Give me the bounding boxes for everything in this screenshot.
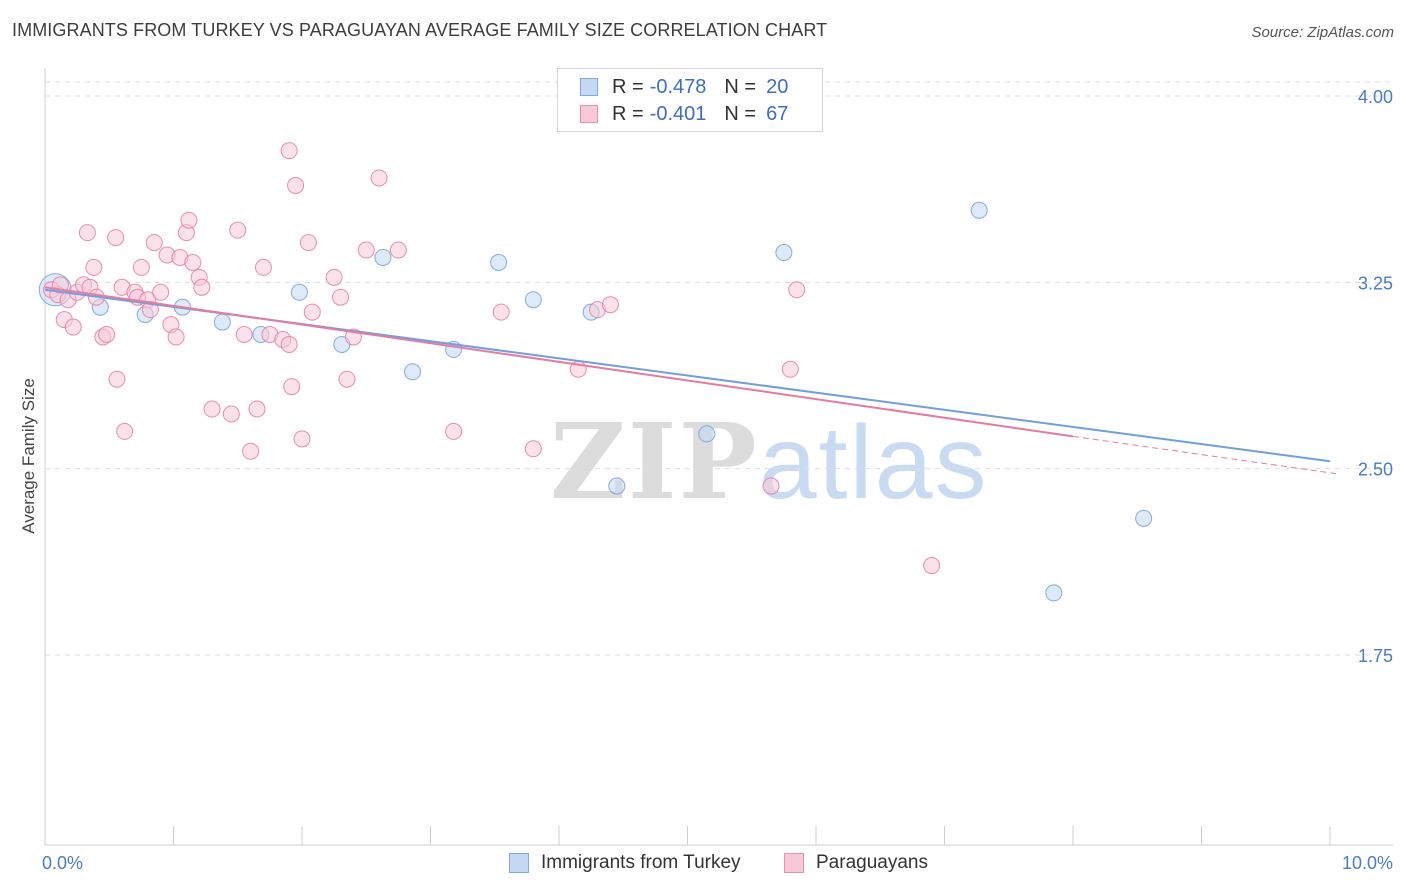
paraguayan-point [338,370,356,388]
legend-swatch-turkey [580,78,598,96]
paraguayan-point [293,430,311,448]
paraguayan-point [242,442,260,460]
paraguayan-point [370,169,388,187]
y-tick-label: 2.50 [1358,460,1393,480]
paraguayan-point [287,176,305,194]
turkey-point [524,291,542,309]
paraguayan-point [108,370,126,388]
y-tick-label: 3.25 [1358,273,1393,293]
turkey-point [374,248,392,266]
turkey-point [404,363,422,381]
paraguayan-point [193,278,211,296]
series-legend-paraguayans: Paraguayans [784,852,928,874]
legend-swatch-paraguayans [580,105,598,123]
x-tick-label-max: 10.0% [1342,853,1393,873]
paraguayan-point [64,318,82,336]
paraguayan-point [107,229,125,247]
turkey-point [1045,584,1063,602]
turkey-point [290,283,308,301]
paraguayan-point [283,378,301,396]
paraguayan-point [332,288,350,306]
turkey-point [490,253,508,271]
paraguayan-point [116,422,134,440]
paraguayan-point [222,405,240,423]
paraguayan-point [762,477,780,495]
legend-r-label: R = [612,75,644,98]
paraguayan-point [180,211,198,229]
paraguayan-point [78,224,96,242]
paraguayan-point [357,241,375,259]
paraguayan-point [280,335,298,353]
paraguayan-point [303,303,321,321]
paraguayan-point [492,303,510,321]
legend-n-label: N = [724,75,757,98]
legend-n-label: N = [724,102,757,125]
paraguayan-point [788,281,806,299]
paraguayan-point [524,440,542,458]
paraguayan-point [445,422,463,440]
paraguayan-point [248,400,266,418]
paraguayan-point [235,326,253,344]
legend-n-value-paraguayans: 67 [766,102,789,125]
paraguayan-point [325,268,343,286]
watermark: ZIPatlas [550,400,988,523]
paraguayan-point [923,557,941,575]
watermark-atlas: atlas [758,405,989,521]
paraguayan-point [132,258,150,276]
paraguayan-point [781,360,799,378]
paraguayan-point [85,258,103,276]
series-name-turkey: Immigrants from Turkey [541,852,741,873]
watermark-zip: ZIP [550,400,759,523]
y-axis-label: Average Family Size [19,378,38,534]
paraguayan-trend-line [44,286,1074,438]
chart-title: IMMIGRANTS FROM TURKEY VS PARAGUAYAN AVE… [12,20,828,40]
paraguayan-point [389,241,407,259]
y-tick-label: 4.00 [1358,87,1393,107]
paraguayan-point [98,326,116,344]
legend-row-paraguayans: R = -0.401 N = 67 [580,101,788,127]
paraguayan-point [280,142,298,160]
legend-r-label: R = [612,102,644,125]
paraguayan-point [299,234,317,252]
legend-r-value-turkey: -0.478 [649,75,707,98]
turkey-point [775,244,793,262]
paraguayan-point [145,234,163,252]
paraguayan-point [152,283,170,301]
paraguayan-point [254,258,272,276]
paraguayan-point [229,221,247,239]
series-swatch-paraguayans [784,853,804,873]
series-name-paraguayans: Paraguayans [816,852,928,873]
legend-r-value-paraguayans: -0.401 [649,102,707,125]
paraguayan-point [167,328,185,346]
series-legend: Immigrants from Turkey Paraguayans [0,852,1406,878]
paraguayan-trend-line-extension [1072,435,1337,475]
series-legend-turkey: Immigrants from Turkey [509,852,741,874]
series-swatch-turkey [509,853,529,873]
legend-row-turkey: R = -0.478 N = 20 [580,74,788,100]
paraguayan-point [184,253,202,271]
paraguayan-point [203,400,221,418]
source-label: Source: ZipAtlas.com [1251,24,1394,41]
legend-n-value-turkey: 20 [766,75,789,98]
paraguayan-point [601,296,619,314]
turkey-point [970,201,988,219]
x-tick-label-min: 0.0% [42,853,83,873]
turkey-point [213,313,231,331]
turkey-point [1135,509,1153,527]
y-tick-label: 1.75 [1358,646,1393,666]
correlation-legend: R = -0.478 N = 20 R = -0.401 N = 67 [557,68,823,132]
turkey-point [608,477,626,495]
turkey-point [698,425,716,443]
